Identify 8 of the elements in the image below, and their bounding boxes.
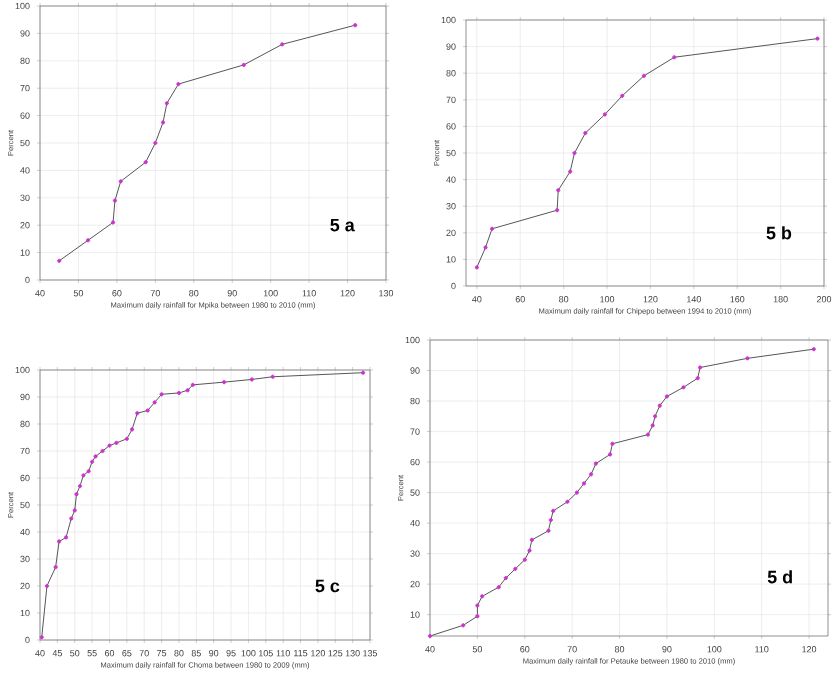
annotation: 5 a (330, 218, 355, 232)
annotation: 5 c (315, 579, 340, 593)
line-series (57, 23, 358, 263)
line-series (474, 36, 820, 270)
annotation: 5 b (766, 226, 792, 240)
annotation: 5 d (767, 570, 792, 584)
line-series (39, 370, 366, 640)
line-series (427, 347, 816, 639)
